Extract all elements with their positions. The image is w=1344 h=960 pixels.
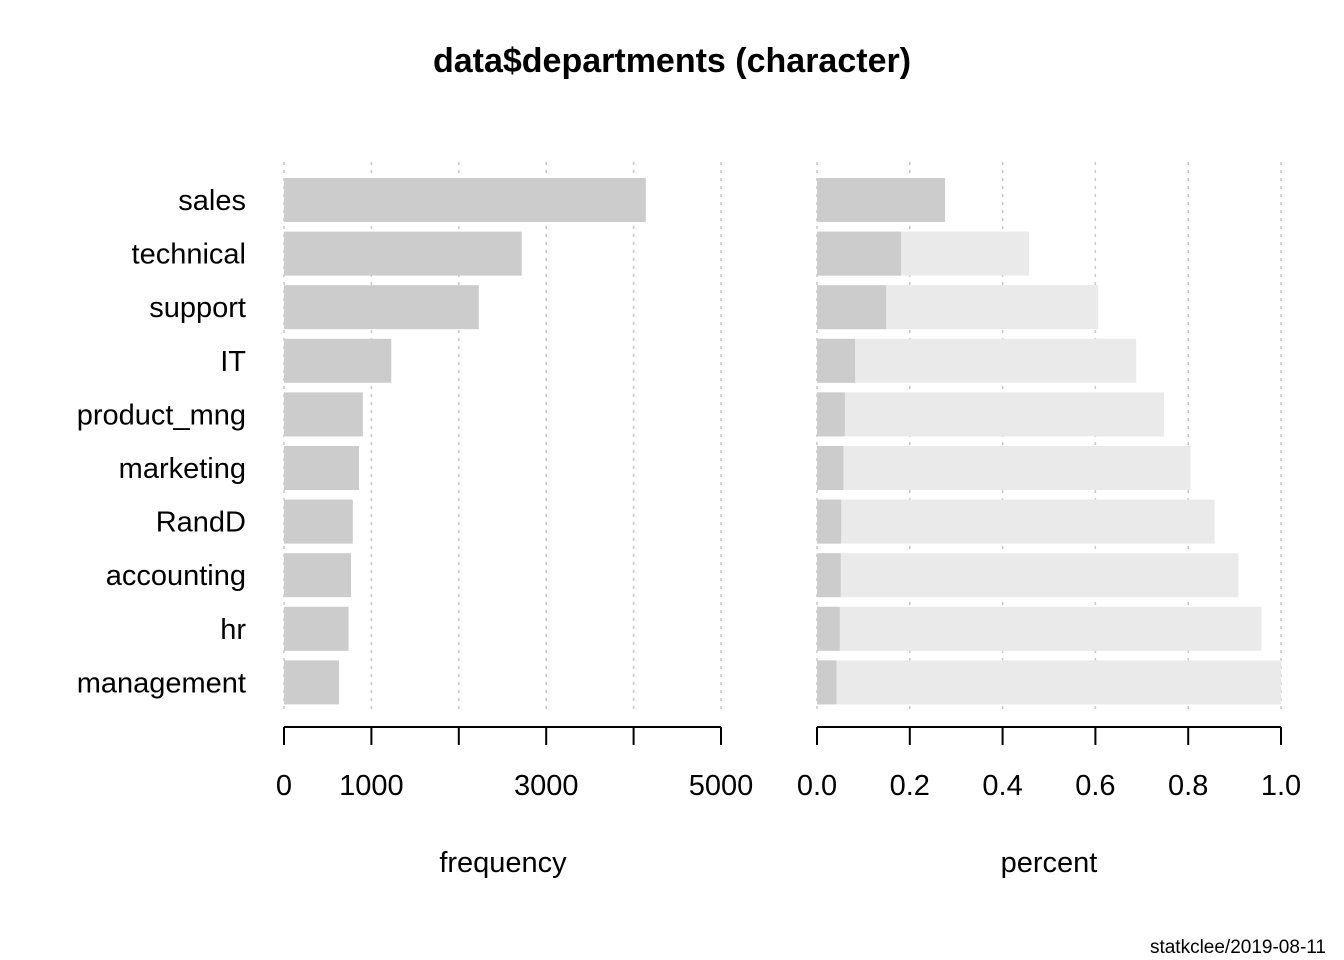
percent-tick-label: 0.0	[797, 770, 837, 802]
percent-bar	[817, 660, 837, 705]
percent-cumulative-bar	[817, 553, 1239, 598]
frequency-bar	[284, 446, 359, 490]
category-label: hr	[220, 614, 246, 646]
frequency-bar	[284, 285, 479, 330]
percent-cumulative-bar	[817, 392, 1165, 437]
percent-tick-label: 0.4	[982, 770, 1022, 802]
percent-bar	[817, 392, 845, 437]
frequency-bar	[284, 392, 363, 437]
category-labels: sales technical support IT product_mngmarket…	[77, 185, 247, 699]
category-label: accounting	[106, 560, 246, 592]
percent-tick-label: 1.0	[1261, 770, 1301, 802]
percent-cumulative-bar	[817, 446, 1191, 490]
frequency-bar	[284, 499, 353, 544]
frequency-bar	[284, 606, 349, 651]
category-label: IT	[220, 346, 246, 378]
category-label: product_mng	[77, 399, 246, 431]
percent-tick-label: 0.8	[1168, 770, 1208, 802]
frequency-tick-label: 1000	[339, 770, 404, 802]
percent-bar	[817, 285, 887, 330]
frequency-axis-label: frequency	[439, 847, 567, 879]
category-label: RandD	[156, 507, 246, 539]
percent-bar	[817, 231, 901, 276]
category-label: management	[77, 667, 246, 699]
percent-cumulative-bar	[817, 606, 1262, 651]
percent-tick-label: 0.6	[1075, 770, 1115, 802]
percent-bar	[817, 499, 842, 544]
frequency-panel: 0 1000 3000 5000	[276, 162, 753, 802]
footer-credit: statkclee/2019-08-11	[1150, 937, 1326, 958]
percent-cumulative-bar	[817, 338, 1137, 383]
frequency-tick-label: 0	[276, 770, 292, 802]
percent-bar	[817, 338, 856, 383]
category-label: sales	[178, 185, 246, 217]
percent-bar	[817, 446, 844, 490]
percent-bar	[817, 553, 841, 598]
category-label: support	[149, 292, 246, 324]
frequency-bar	[284, 338, 392, 383]
frequency-bar	[284, 178, 646, 222]
category-label: technical	[132, 239, 246, 271]
frequency-bar	[284, 553, 352, 598]
percent-cumulative-bar	[817, 660, 1281, 705]
percent-bar	[817, 178, 946, 222]
frequency-bar	[284, 660, 340, 705]
frequency-bar	[284, 231, 522, 276]
frequency-tick-label: 3000	[514, 770, 579, 802]
frequency-tick-label: 5000	[689, 770, 754, 802]
percent-bar	[817, 606, 840, 651]
percent-panel: 0.0 0.2 0.4 0.6 0.8 1.0	[797, 162, 1301, 802]
percent-tick-label: 0.2	[890, 770, 930, 802]
percent-axis-label: percent	[1001, 847, 1098, 879]
percent-cumulative-bar	[817, 499, 1215, 544]
chart-title: data$departments (character)	[433, 42, 911, 80]
category-label: marketing	[119, 453, 246, 485]
